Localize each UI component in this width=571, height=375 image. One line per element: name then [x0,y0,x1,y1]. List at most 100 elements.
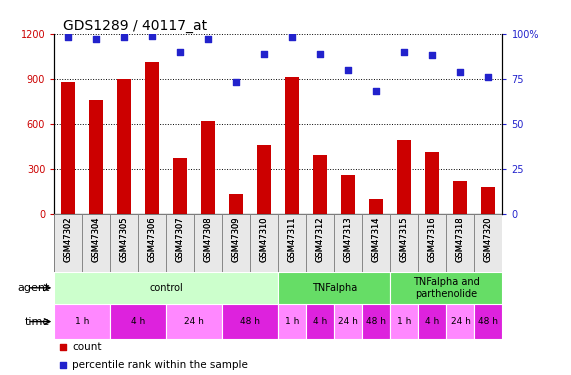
FancyBboxPatch shape [279,272,391,304]
Bar [286,77,299,214]
Bar [397,140,412,214]
Bar [230,194,243,214]
FancyBboxPatch shape [335,304,363,339]
Text: agent: agent [17,283,50,293]
FancyBboxPatch shape [391,272,502,304]
Text: TNFalpha: TNFalpha [312,283,357,293]
Point [176,49,185,55]
Text: GSM47307: GSM47307 [176,217,185,262]
Text: 48 h: 48 h [478,317,498,326]
Text: GSM47314: GSM47314 [372,217,381,262]
Text: GSM47306: GSM47306 [148,217,157,262]
FancyBboxPatch shape [110,304,166,339]
Bar [369,199,383,214]
Point [64,34,73,40]
Point [120,34,129,40]
Text: 1 h: 1 h [397,317,412,326]
Text: GSM47304: GSM47304 [92,217,100,262]
Text: GSM47308: GSM47308 [204,217,213,262]
Text: percentile rank within the sample: percentile rank within the sample [72,360,248,370]
Bar [202,121,215,214]
Text: GSM47315: GSM47315 [400,217,409,262]
Point [232,80,241,86]
Text: GSM47305: GSM47305 [120,217,129,262]
FancyBboxPatch shape [279,304,307,339]
Text: GSM47311: GSM47311 [288,217,297,262]
Point [400,49,409,55]
Text: GSM47306: GSM47306 [148,217,157,262]
FancyBboxPatch shape [54,272,279,304]
Point [344,67,353,73]
Text: GSM47311: GSM47311 [288,217,297,262]
Text: GSM47304: GSM47304 [92,217,100,262]
Text: GDS1289 / 40117_at: GDS1289 / 40117_at [63,19,207,33]
Text: GSM47310: GSM47310 [260,217,269,262]
Text: TNFalpha and
parthenolide: TNFalpha and parthenolide [413,277,480,298]
Text: GSM47309: GSM47309 [232,217,241,262]
Bar [145,62,159,214]
Text: GSM47308: GSM47308 [204,217,213,262]
Text: 1 h: 1 h [75,317,90,326]
FancyBboxPatch shape [54,304,110,339]
Text: GSM47316: GSM47316 [428,217,437,262]
Text: 4 h: 4 h [313,317,328,326]
Text: GSM47305: GSM47305 [120,217,129,262]
FancyBboxPatch shape [447,304,475,339]
Text: GSM47310: GSM47310 [260,217,269,262]
Text: 1 h: 1 h [285,317,300,326]
Text: 24 h: 24 h [184,317,204,326]
Point [456,69,465,75]
Text: GSM47302: GSM47302 [64,217,73,262]
Bar [481,188,496,214]
Point [288,34,297,40]
FancyBboxPatch shape [307,304,335,339]
FancyBboxPatch shape [475,304,502,339]
Point [59,362,68,368]
Point [92,36,101,42]
Text: 4 h: 4 h [425,317,440,326]
Point [428,53,437,58]
Bar [258,145,271,214]
Text: GSM47307: GSM47307 [176,217,185,262]
Text: time: time [25,316,50,327]
Text: GSM47318: GSM47318 [456,217,465,262]
FancyBboxPatch shape [166,304,222,339]
Bar [453,182,468,214]
Text: GSM47320: GSM47320 [484,217,493,262]
Text: GSM47309: GSM47309 [232,217,241,262]
Text: 24 h: 24 h [339,317,359,326]
Text: 48 h: 48 h [367,317,387,326]
Bar [425,152,440,214]
Text: count: count [72,342,102,352]
Point [260,51,269,57]
Text: GSM47320: GSM47320 [484,217,493,262]
Text: GSM47314: GSM47314 [372,217,381,262]
Point [484,74,493,80]
Bar [89,100,103,214]
Text: 48 h: 48 h [240,317,260,326]
Text: GSM47316: GSM47316 [428,217,437,262]
Bar [174,158,187,214]
Text: 24 h: 24 h [451,317,471,326]
FancyBboxPatch shape [419,304,447,339]
Point [316,51,325,57]
Text: GSM47318: GSM47318 [456,217,465,262]
Text: GSM47313: GSM47313 [344,217,353,262]
Text: GSM47315: GSM47315 [400,217,409,262]
Bar [117,79,131,214]
Text: GSM47312: GSM47312 [316,217,325,262]
Text: GSM47312: GSM47312 [316,217,325,262]
Point [204,36,213,42]
Bar [61,82,75,214]
Bar [313,155,327,214]
Text: GSM47313: GSM47313 [344,217,353,262]
Point [148,33,157,39]
Text: control: control [150,283,183,293]
Point [59,344,68,350]
FancyBboxPatch shape [391,304,419,339]
FancyBboxPatch shape [363,304,391,339]
Text: GSM47302: GSM47302 [64,217,73,262]
Bar [341,176,355,214]
FancyBboxPatch shape [222,304,279,339]
Text: 4 h: 4 h [131,317,146,326]
